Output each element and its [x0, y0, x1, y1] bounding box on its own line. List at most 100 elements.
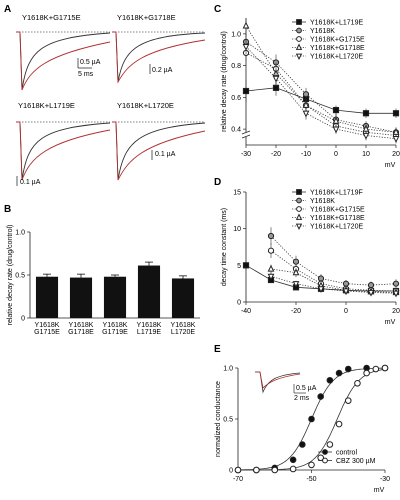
data-point	[367, 289, 375, 297]
data-point	[332, 116, 340, 124]
data-point	[308, 461, 315, 469]
data-point	[272, 75, 280, 83]
trace-title-l1719e: Y1618K+L1719E	[18, 101, 75, 110]
y-tick-label: 0.8	[231, 63, 241, 70]
y-tick-label: 1.0	[231, 31, 241, 38]
series-y1618k-l1720e	[242, 38, 400, 144]
data-point	[326, 441, 334, 448]
panel-a: A Y1618K+G1715E Y1618K+G1718E Y1618K+L17…	[4, 4, 206, 186]
legend-entry: Y1618K+L1719E	[292, 19, 363, 27]
data-point	[295, 53, 303, 61]
legend-label: Y1618K+L1720E	[310, 224, 363, 231]
inset-time-scale: 2 ms	[294, 395, 310, 402]
legend-entry: Y1618K+G1718E	[292, 213, 365, 222]
trace-title-g1718e: Y1618K+G1718E	[117, 13, 176, 22]
data-point	[317, 286, 325, 294]
x-category-label: Y1618K	[137, 322, 162, 329]
x-category-label: L1719E	[137, 329, 161, 336]
series-y1618k	[267, 227, 400, 289]
y-tick-label: 15	[233, 190, 241, 197]
bar	[35, 276, 59, 318]
data-point	[342, 288, 350, 296]
data-point	[296, 197, 302, 204]
series-y1618k-g1718e	[267, 264, 400, 296]
legend-entry: Y1618K+L1720E	[292, 54, 363, 61]
panel-c: C 0.4 0.6 0.8 1.0 -30 -20 -10 0 10 20 mV relative d…	[214, 4, 400, 169]
data-point	[308, 415, 315, 423]
x-category-label: L1720E	[171, 329, 195, 336]
data-point	[302, 91, 310, 98]
x-category-label: G1715E	[34, 329, 60, 336]
trace-title-l1720e: Y1618K+L1720E	[117, 101, 174, 110]
data-point	[242, 262, 250, 269]
legend-entry: Y1618K	[292, 197, 335, 205]
y-axis-label: decay time constant (ms)	[221, 208, 228, 286]
data-point	[295, 223, 303, 231]
x-tick-label: -40	[241, 308, 251, 315]
panel-a-letter: A	[4, 4, 11, 15]
x-tick-label: -30	[241, 151, 251, 158]
data-point	[253, 466, 260, 474]
data-point	[362, 132, 370, 140]
panel-c-letter: C	[214, 4, 221, 15]
legend-label: Y1618K	[310, 198, 335, 205]
data-point	[299, 441, 306, 448]
data-point	[332, 106, 340, 114]
legend-entry: Y1618K+G1715E	[292, 36, 365, 44]
y-tick-label: 0.4	[231, 127, 241, 134]
data-point	[367, 282, 375, 289]
y-axis-label: relative decay rate (drug/control)	[221, 31, 228, 132]
x-tick-label: -30	[380, 476, 390, 483]
inset-traces: 0.5 µA 2 ms	[255, 371, 317, 402]
legend-entry: control	[318, 449, 357, 457]
data-point	[392, 290, 400, 298]
series-line	[270, 275, 397, 294]
data-point	[302, 110, 310, 118]
data-point	[392, 280, 400, 287]
data-point	[242, 43, 250, 51]
x-tick-label: -10	[301, 151, 311, 158]
y-tick-label: 0	[237, 300, 241, 307]
data-point	[289, 465, 297, 473]
data-point	[292, 281, 300, 288]
x-tick-label: 0	[334, 151, 338, 158]
amp-scale-label: 0.5 µA	[80, 59, 101, 66]
legend-entry: Y1618K+G1715E	[292, 206, 365, 214]
data-point	[267, 273, 275, 281]
data-point	[295, 213, 303, 220]
data-point	[335, 369, 343, 377]
data-point	[242, 21, 250, 29]
legend-label: CBZ 300 µM	[336, 458, 376, 465]
data-point	[296, 36, 302, 42]
drug-trace	[112, 31, 206, 84]
x-category-label: Y1618K	[35, 322, 60, 329]
legend-label: Y1618K+L1720E	[310, 54, 363, 61]
data-point	[234, 466, 242, 474]
x-tick-label: 20	[392, 151, 400, 158]
data-point	[392, 110, 400, 117]
inset-amp-scale: 0.5 µA	[296, 385, 317, 392]
series-line	[245, 25, 397, 133]
data-point	[363, 369, 370, 377]
data-point	[342, 280, 350, 287]
legend-label: Y1618K+G1718E	[310, 45, 365, 52]
data-point	[292, 268, 300, 276]
series-line	[270, 235, 397, 286]
amp-scale-label: 0.1 µA	[155, 151, 176, 158]
x-category-label: Y1618K	[171, 322, 196, 329]
y-tick-label: 10	[233, 226, 241, 233]
data-point	[267, 247, 275, 254]
bar	[103, 276, 127, 318]
y-tick-label: 0.5	[223, 417, 233, 424]
data-point	[322, 449, 328, 455]
series-y1618k-l1720e	[267, 272, 400, 298]
data-point	[296, 19, 302, 25]
bar	[137, 265, 161, 318]
series-line	[245, 46, 397, 140]
x-tick-label: 10	[362, 151, 370, 158]
x-axis-label: mV	[385, 319, 396, 326]
bar	[69, 277, 93, 318]
x-axis-label: mV	[374, 487, 385, 494]
